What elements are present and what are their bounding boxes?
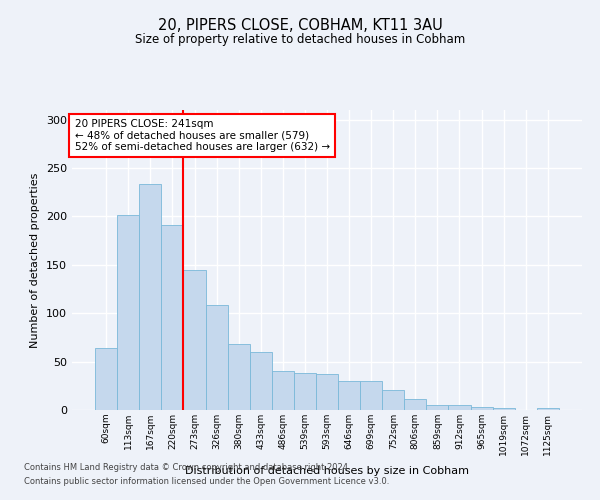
Bar xyxy=(250,352,272,410)
Bar xyxy=(537,408,559,410)
Bar xyxy=(139,184,161,410)
Bar xyxy=(95,348,117,410)
Bar xyxy=(470,407,493,410)
Bar xyxy=(227,344,250,410)
Bar xyxy=(448,405,470,410)
Bar xyxy=(493,408,515,410)
Text: 20 PIPERS CLOSE: 241sqm
← 48% of detached houses are smaller (579)
52% of semi-d: 20 PIPERS CLOSE: 241sqm ← 48% of detache… xyxy=(74,119,329,152)
Bar xyxy=(272,372,294,410)
Bar xyxy=(117,214,139,410)
Bar xyxy=(294,373,316,410)
Text: Size of property relative to detached houses in Cobham: Size of property relative to detached ho… xyxy=(135,32,465,46)
Bar xyxy=(184,270,206,410)
Bar xyxy=(360,381,382,410)
Text: 20, PIPERS CLOSE, COBHAM, KT11 3AU: 20, PIPERS CLOSE, COBHAM, KT11 3AU xyxy=(158,18,442,32)
X-axis label: Distribution of detached houses by size in Cobham: Distribution of detached houses by size … xyxy=(185,466,469,476)
Bar xyxy=(382,390,404,410)
Bar xyxy=(316,374,338,410)
Bar xyxy=(206,306,227,410)
Bar xyxy=(427,405,448,410)
Y-axis label: Number of detached properties: Number of detached properties xyxy=(31,172,40,348)
Bar xyxy=(338,381,360,410)
Text: Contains HM Land Registry data © Crown copyright and database right 2024.: Contains HM Land Registry data © Crown c… xyxy=(24,464,350,472)
Bar xyxy=(404,400,427,410)
Bar xyxy=(161,225,184,410)
Text: Contains public sector information licensed under the Open Government Licence v3: Contains public sector information licen… xyxy=(24,477,389,486)
